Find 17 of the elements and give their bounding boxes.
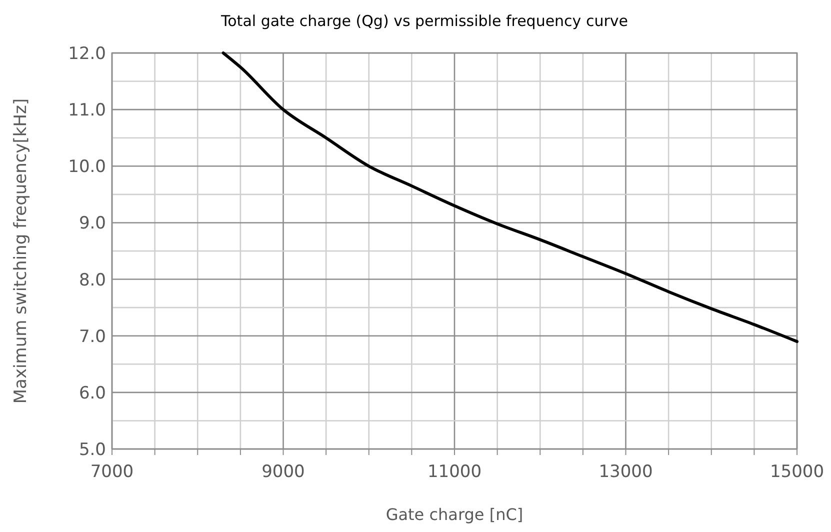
- x-tick-label: 15000: [770, 462, 824, 482]
- y-tick-label: 7.0: [78, 326, 106, 347]
- x-axis-title: Gate charge [nC]: [386, 505, 524, 524]
- chart-title: Total gate charge (Qg) vs permissible frequency curve: [220, 12, 628, 30]
- y-tick-label: 6.0: [78, 383, 106, 404]
- x-tick-label: 9000: [262, 462, 305, 482]
- x-tick-label: 11000: [427, 462, 482, 482]
- y-tick-label: 8.0: [78, 270, 106, 290]
- y-tick-label: 10.0: [68, 157, 106, 178]
- x-tick-label: 7000: [90, 462, 134, 482]
- y-tick-label: 11.0: [68, 100, 106, 121]
- x-tick-label: 13000: [598, 462, 653, 482]
- y-axis-title: Maximum switching frequency[kHz]: [11, 98, 31, 404]
- y-tick-label: 5.0: [78, 440, 106, 460]
- y-tick-label: 9.0: [78, 214, 106, 234]
- y-tick-label: 12.0: [68, 44, 106, 64]
- line-series: [222, 52, 798, 344]
